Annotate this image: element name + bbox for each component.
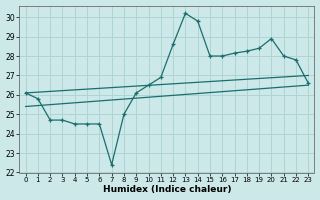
X-axis label: Humidex (Indice chaleur): Humidex (Indice chaleur) <box>103 185 231 194</box>
